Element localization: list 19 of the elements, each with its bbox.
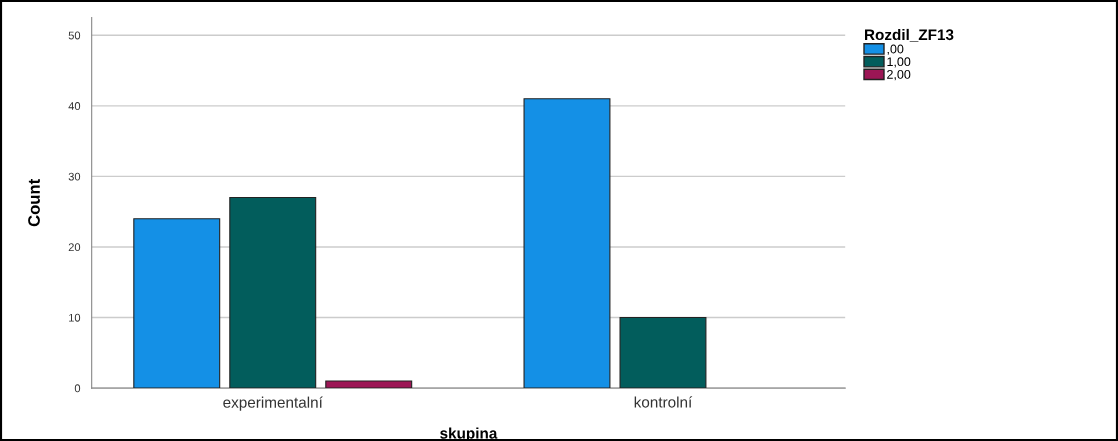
- bar: [133, 218, 221, 389]
- bar: [523, 98, 611, 389]
- x-tick-label: kontrolní: [634, 396, 693, 408]
- bar: [325, 380, 413, 389]
- y-tick-label: 20: [68, 243, 81, 252]
- bar: [619, 316, 707, 389]
- y-tick-label: 40: [68, 102, 81, 110]
- y-tick-label: 10: [69, 313, 81, 322]
- legend-label: ,00: [887, 44, 904, 55]
- legend-label: 2,00: [887, 69, 911, 81]
- legend-label: 1,00: [887, 57, 911, 68]
- x-axis-title: skupina: [440, 427, 498, 441]
- y-axis-title: Count: [28, 179, 40, 227]
- legend-title: Rozdil_ZF13: [865, 28, 954, 42]
- y-tick-label: 50: [68, 31, 81, 40]
- y-tick-label: 30: [68, 172, 81, 181]
- y-tick-label: 0: [74, 384, 81, 393]
- x-tick-label: experimentalní: [223, 396, 323, 411]
- bar: [229, 197, 317, 389]
